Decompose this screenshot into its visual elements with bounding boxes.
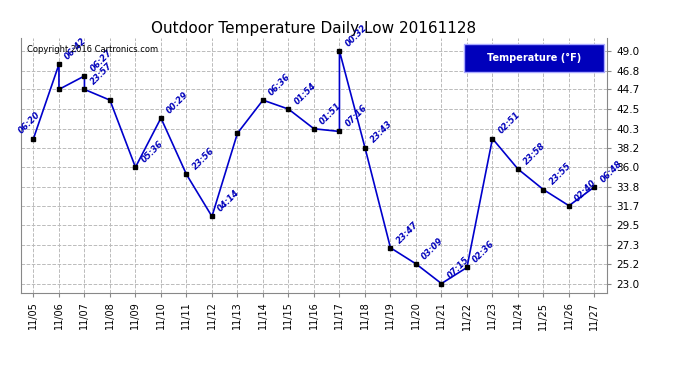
FancyBboxPatch shape [464, 44, 604, 72]
Text: 05:36: 05:36 [139, 139, 165, 165]
Text: Temperature (°F): Temperature (°F) [486, 53, 581, 63]
Text: Copyright 2016 Cartronics.com: Copyright 2016 Cartronics.com [26, 45, 158, 54]
Text: 23:47: 23:47 [395, 220, 420, 245]
Text: 23:57: 23:57 [88, 61, 114, 87]
Text: 06:48: 06:48 [599, 159, 624, 184]
Text: 23:56: 23:56 [190, 146, 216, 172]
Text: 03:09: 03:09 [420, 236, 446, 261]
Text: 06:42: 06:42 [63, 36, 88, 62]
Text: 00:32: 00:32 [344, 23, 369, 48]
Text: 07:15: 07:15 [446, 255, 471, 281]
Text: 04:14: 04:14 [216, 188, 241, 214]
Title: Outdoor Temperature Daily Low 20161128: Outdoor Temperature Daily Low 20161128 [151, 21, 477, 36]
Text: 00:29: 00:29 [165, 90, 190, 115]
Text: 02:51: 02:51 [497, 111, 522, 136]
Text: 06:27: 06:27 [88, 48, 114, 73]
Text: 23:55: 23:55 [548, 162, 573, 187]
Text: 02:40: 02:40 [573, 178, 598, 203]
Text: 23:43: 23:43 [369, 119, 395, 145]
Text: 01:51: 01:51 [318, 100, 344, 126]
Text: 07:16: 07:16 [344, 103, 369, 129]
Text: 06:36: 06:36 [267, 72, 293, 98]
Text: 02:36: 02:36 [471, 239, 497, 265]
Text: 23:58: 23:58 [522, 141, 547, 166]
Text: 01:54: 01:54 [293, 81, 318, 106]
Text: 06:20: 06:20 [17, 111, 42, 136]
